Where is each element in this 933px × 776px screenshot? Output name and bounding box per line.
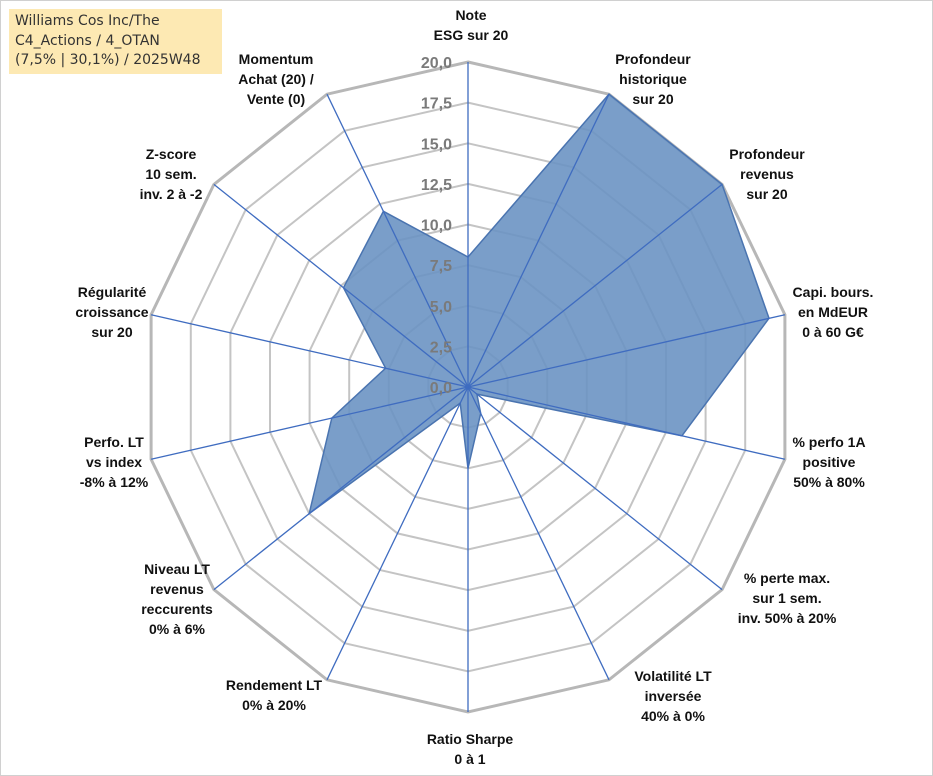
axis-label-line: 10 sem. <box>145 166 197 182</box>
axis-label: Ratio Sharpe 0 à 1 <box>395 729 545 769</box>
tick-label: 2,5 <box>430 339 452 356</box>
axis-label-line: % perfo 1A <box>792 434 866 450</box>
axis-label-line: 0% à 20% <box>242 697 306 713</box>
title-line: (7,5% | 30,1%) / 2025W48 <box>15 52 201 68</box>
axis-label: Momentum Achat (20) / Vente (0) <box>201 49 351 109</box>
axis-label-line: 0 à 60 G€ <box>802 324 864 340</box>
axis-label-line: en MdEUR <box>798 304 868 320</box>
axis-label-line: Profondeur <box>615 51 691 67</box>
axis-label-line: -8% à 12% <box>79 474 149 490</box>
axis-label-line: Profondeur <box>729 146 805 162</box>
axis-spoke <box>213 183 469 388</box>
axis-spoke <box>467 386 610 681</box>
axis-label-line: 40% à 0% <box>641 708 705 724</box>
axis-label-line: reccurents <box>141 601 213 617</box>
chart-title: Williams Cos Inc/The C4_Actions / 4_OTAN… <box>9 9 222 74</box>
axis-label-line: Volatilité LT <box>634 668 712 684</box>
axis-label-line: revenus <box>150 581 204 597</box>
axis-label-line: % perte max. <box>743 570 831 586</box>
axis-label-line: 0% à 6% <box>148 621 206 637</box>
axis-label-line: Note <box>455 7 487 23</box>
tick-label: 12,5 <box>421 177 452 194</box>
tick-label: 5,0 <box>430 299 452 316</box>
title-line: C4_Actions / 4_OTAN <box>15 32 160 49</box>
tick-label: 0,0 <box>430 380 452 397</box>
axis-label-line: inversée <box>644 688 702 704</box>
axis-spoke <box>150 314 469 388</box>
axis-label-line: revenus <box>740 166 794 182</box>
axis-label-line: inv. 50% à 20% <box>737 610 837 626</box>
axis-label: Perfo. LT vs index -8% à 12% <box>39 432 189 492</box>
axis-label-line: 50% à 80% <box>793 474 865 490</box>
axis-label-line: positive <box>802 454 856 470</box>
axis-label-line: sur 20 <box>91 324 133 340</box>
axis-spoke <box>467 386 723 591</box>
axis-label-line: historique <box>619 71 687 87</box>
axis-label-line: Ratio Sharpe <box>426 731 514 747</box>
axis-label-line: Vente (0) <box>246 91 306 107</box>
axis-spoke <box>326 93 469 388</box>
axis-label-line: Z-score <box>145 146 197 162</box>
axis-label: Volatilité LT inversée 40% à 0% <box>598 666 748 726</box>
axis-label-line: 0 à 1 <box>454 751 486 767</box>
axis-label-line: vs index <box>85 454 143 470</box>
axis-label-line: Perfo. LT <box>84 434 144 450</box>
axis-label-line: sur 1 sem. <box>752 590 822 606</box>
axis-label-line: sur 20 <box>632 91 674 107</box>
tick-label: 17,5 <box>421 96 452 113</box>
axis-spoke <box>467 386 786 460</box>
axis-label-line: Achat (20) / <box>238 71 314 87</box>
axis-label: Note ESG sur 20 <box>396 5 546 45</box>
axis-label-line: Rendement LT <box>225 677 323 693</box>
tick-label: 20,0 <box>421 55 452 72</box>
axis-label-line: Niveau LT <box>144 561 210 577</box>
tick-label: 10,0 <box>421 218 452 235</box>
axis-label: Z-score 10 sem. inv. 2 à -2 <box>96 144 246 204</box>
axis-label-line: inv. 2 à -2 <box>139 186 203 202</box>
axis-spoke <box>150 386 469 460</box>
axis-label-line: Capi. bours. <box>792 284 874 300</box>
axis-label: Profondeur historique sur 20 <box>578 49 728 109</box>
axis-label: Niveau LT revenus reccurents 0% à 6% <box>102 559 252 639</box>
axis-label-line: sur 20 <box>746 186 788 202</box>
axis-label: Rendement LT 0% à 20% <box>199 675 349 715</box>
axis-spoke <box>467 314 786 388</box>
axis-label: % perfo 1A positive 50% à 80% <box>754 432 904 492</box>
axis-spoke <box>326 386 469 681</box>
axis-label-line: Momentum <box>238 51 314 67</box>
axis-label-line: Régularité <box>77 284 147 300</box>
axis-label: Régularité croissance sur 20 <box>37 282 187 342</box>
axis-spoke <box>467 93 610 388</box>
axis-spoke <box>213 386 469 591</box>
axis-label: Capi. bours. en MdEUR 0 à 60 G€ <box>758 282 908 342</box>
title-line: Williams Cos Inc/The <box>15 13 160 29</box>
axis-label-line: ESG sur 20 <box>433 27 509 43</box>
tick-label: 7,5 <box>430 258 452 275</box>
axis-label: Profondeur revenus sur 20 <box>692 144 842 204</box>
axis-spoke <box>467 183 723 388</box>
tick-label: 15,0 <box>421 136 452 153</box>
axis-label-line: croissance <box>75 304 149 320</box>
axis-label: % perte max. sur 1 sem. inv. 50% à 20% <box>712 568 862 628</box>
